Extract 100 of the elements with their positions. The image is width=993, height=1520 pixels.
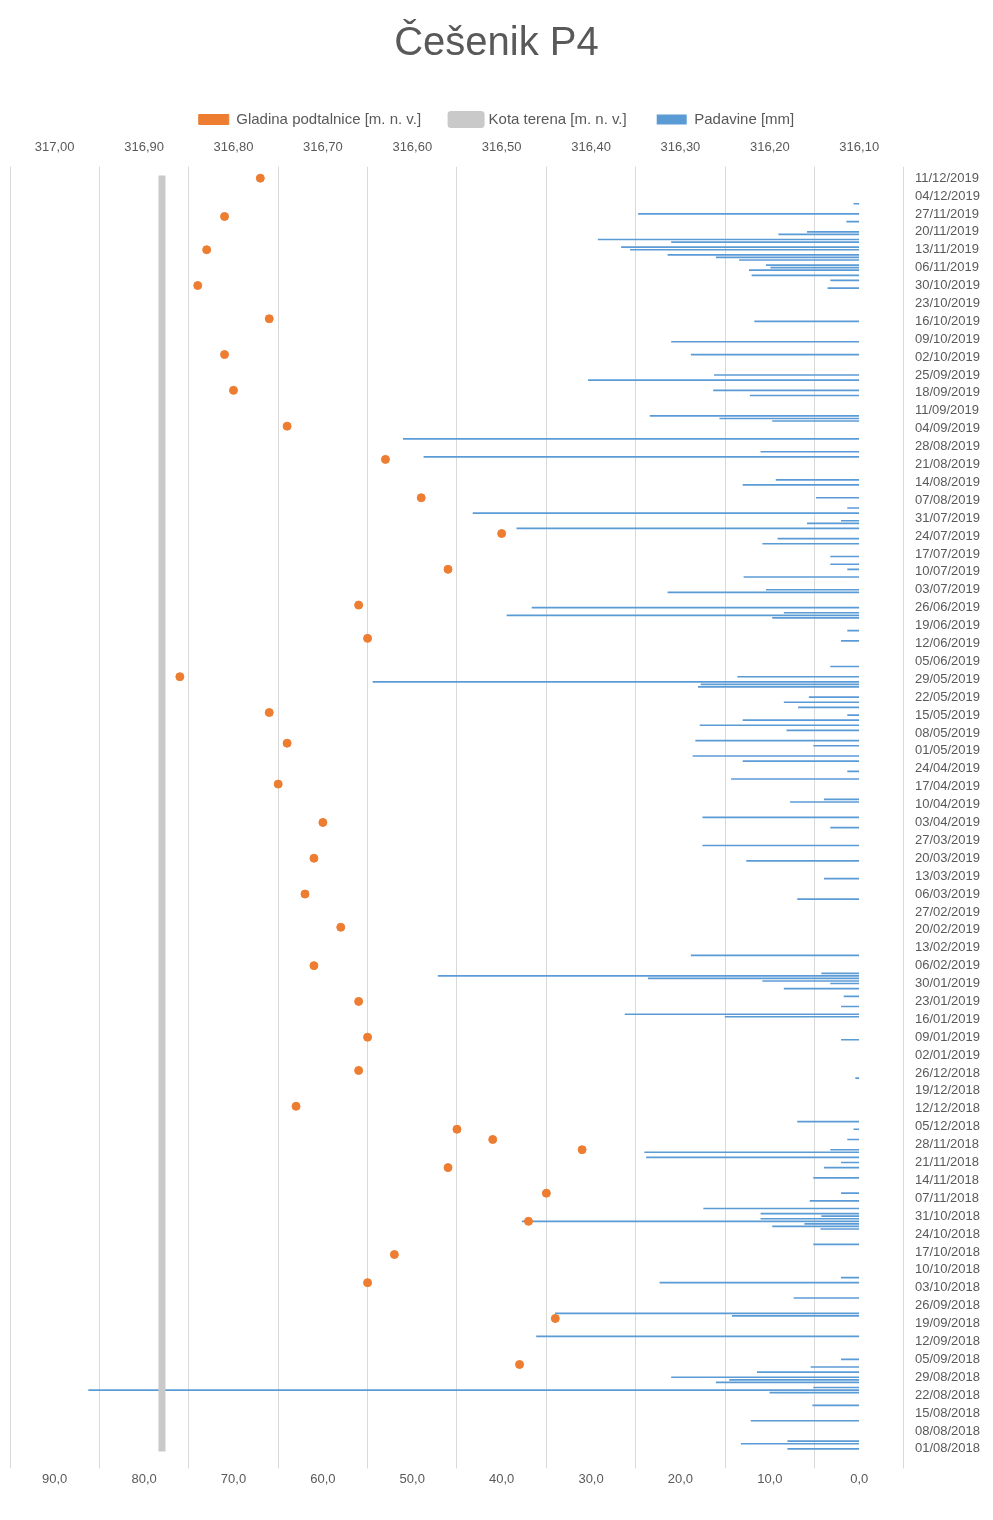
point bbox=[452, 1124, 462, 1134]
x-tick-label: 10,0 bbox=[757, 1470, 783, 1486]
y-tick-label: 26/12/2018 bbox=[914, 1064, 981, 1080]
y-tick-label: 21/08/2019 bbox=[914, 456, 981, 472]
y-tick-label: 19/09/2018 bbox=[914, 1315, 981, 1331]
y-tick-label: 30/10/2019 bbox=[914, 277, 981, 293]
y-tick-label: 21/11/2018 bbox=[914, 1154, 980, 1170]
y-tick-label: 07/08/2019 bbox=[914, 491, 981, 507]
y-tick-label: 29/08/2018 bbox=[914, 1368, 981, 1384]
y-tick-label: 02/01/2019 bbox=[914, 1046, 981, 1062]
x2-tick-label: 316,70 bbox=[302, 139, 343, 155]
x-tick-label: 20,0 bbox=[667, 1470, 694, 1486]
x2-tick-label: 316,60 bbox=[392, 139, 433, 155]
y-tick-label: 31/07/2019 bbox=[914, 509, 981, 525]
x2-tick-label: 316,40 bbox=[571, 139, 611, 155]
y-tick-label: 01/05/2019 bbox=[914, 742, 981, 758]
point bbox=[220, 350, 230, 360]
y-tick-label: 24/10/2018 bbox=[914, 1225, 981, 1241]
point bbox=[363, 1032, 373, 1042]
point bbox=[273, 779, 283, 789]
y-tick-label: 26/06/2019 bbox=[914, 599, 981, 615]
point bbox=[193, 281, 203, 291]
y-tick-label: 28/11/2018 bbox=[914, 1136, 980, 1152]
y-tick-label: 14/11/2018 bbox=[914, 1171, 980, 1187]
point bbox=[550, 1313, 560, 1323]
x2-tick-label: 317,00 bbox=[34, 139, 75, 155]
y-tick-label: 10/07/2019 bbox=[914, 563, 981, 579]
point bbox=[264, 314, 274, 324]
x-tick-label: 70,0 bbox=[220, 1470, 247, 1486]
point bbox=[443, 1163, 453, 1173]
y-tick-label: 20/11/2019 bbox=[914, 223, 980, 239]
y-tick-label: 10/04/2019 bbox=[914, 796, 981, 812]
y-tick-label: 27/03/2019 bbox=[914, 831, 981, 847]
point bbox=[309, 853, 319, 863]
y-tick-label: 02/10/2019 bbox=[914, 348, 981, 364]
point bbox=[363, 633, 373, 643]
y-tick-label: 05/12/2018 bbox=[914, 1118, 981, 1134]
x-tick-label: 60,0 bbox=[310, 1470, 336, 1486]
x-tick-label: 0,0 bbox=[850, 1470, 869, 1486]
y-tick-label: 15/05/2019 bbox=[914, 706, 981, 722]
y-tick-label: 11/09/2019 bbox=[914, 402, 980, 418]
point bbox=[309, 961, 319, 971]
y-tick-label: 22/08/2018 bbox=[914, 1386, 981, 1402]
y-tick-label: 17/10/2018 bbox=[914, 1243, 981, 1259]
y-tick-label: 12/12/2018 bbox=[914, 1100, 981, 1116]
y-tick-label: 08/08/2018 bbox=[914, 1422, 981, 1438]
y-tick-label: 05/06/2019 bbox=[914, 652, 981, 668]
x2-tick-label: 316,80 bbox=[213, 139, 254, 155]
y-tick-label: 30/01/2019 bbox=[914, 975, 981, 991]
y-tick-label: 23/10/2019 bbox=[914, 295, 981, 310]
y-tick-label: 06/03/2019 bbox=[914, 885, 981, 901]
y-tick-label: 23/01/2019 bbox=[914, 993, 981, 1008]
y-tick-label: 16/01/2019 bbox=[914, 1010, 981, 1026]
point bbox=[220, 211, 230, 221]
y-tick-label: 17/07/2019 bbox=[914, 545, 981, 561]
y-tick-label: 06/02/2019 bbox=[914, 957, 981, 973]
point bbox=[416, 493, 426, 503]
y-tick-label: 17/04/2019 bbox=[914, 778, 981, 794]
legend-label: Padavine [mm] bbox=[694, 109, 795, 127]
point bbox=[282, 421, 292, 431]
y-tick-label: 25/09/2019 bbox=[914, 366, 981, 382]
y-tick-label: 13/11/2019 bbox=[914, 241, 980, 257]
y-tick-label: 27/11/2019 bbox=[914, 205, 980, 221]
y-tick-label: 09/01/2019 bbox=[914, 1028, 981, 1044]
point bbox=[264, 708, 274, 718]
x-tick-label: 50,0 bbox=[399, 1470, 425, 1486]
point bbox=[577, 1145, 587, 1155]
point bbox=[318, 817, 328, 827]
y-tick-label: 11/12/2019 bbox=[914, 169, 980, 185]
point bbox=[380, 454, 390, 464]
y-tick-label: 14/08/2019 bbox=[914, 473, 981, 489]
y-tick-label: 12/09/2018 bbox=[914, 1333, 981, 1349]
y-tick-label: 08/05/2019 bbox=[914, 724, 981, 740]
y-tick-label: 29/05/2019 bbox=[914, 670, 981, 686]
legend-label: Gladina podtalnice [m. n. v.] bbox=[236, 109, 422, 127]
x2-tick-label: 316,90 bbox=[124, 139, 164, 155]
point bbox=[282, 738, 292, 748]
point bbox=[202, 245, 212, 255]
y-tick-label: 19/12/2018 bbox=[914, 1082, 981, 1098]
y-tick-label: 04/12/2019 bbox=[914, 187, 981, 203]
point bbox=[389, 1250, 399, 1260]
point bbox=[488, 1134, 498, 1144]
y-tick-label: 05/09/2018 bbox=[914, 1350, 981, 1366]
chart-title: Češenik P4 bbox=[394, 19, 599, 64]
legend-label: Kota terena [m. n. v.] bbox=[488, 109, 627, 127]
point bbox=[541, 1188, 551, 1198]
y-tick-label: 13/02/2019 bbox=[914, 939, 981, 955]
y-tick-label: 28/08/2019 bbox=[914, 438, 981, 454]
y-tick-label: 26/09/2018 bbox=[914, 1297, 981, 1313]
x2-tick-label: 316,50 bbox=[481, 139, 522, 155]
y-tick-label: 03/07/2019 bbox=[914, 581, 981, 597]
y-tick-label: 31/10/2018 bbox=[914, 1207, 981, 1223]
y-tick-label: 20/02/2019 bbox=[914, 921, 981, 937]
y-tick-label: 20/03/2019 bbox=[914, 849, 981, 865]
x-tick-label: 90,0 bbox=[42, 1470, 68, 1486]
point bbox=[291, 1101, 301, 1111]
y-tick-label: 06/11/2019 bbox=[914, 259, 980, 275]
y-tick-label: 07/11/2018 bbox=[914, 1189, 980, 1205]
point bbox=[228, 385, 238, 395]
y-tick-label: 27/02/2019 bbox=[914, 903, 981, 919]
